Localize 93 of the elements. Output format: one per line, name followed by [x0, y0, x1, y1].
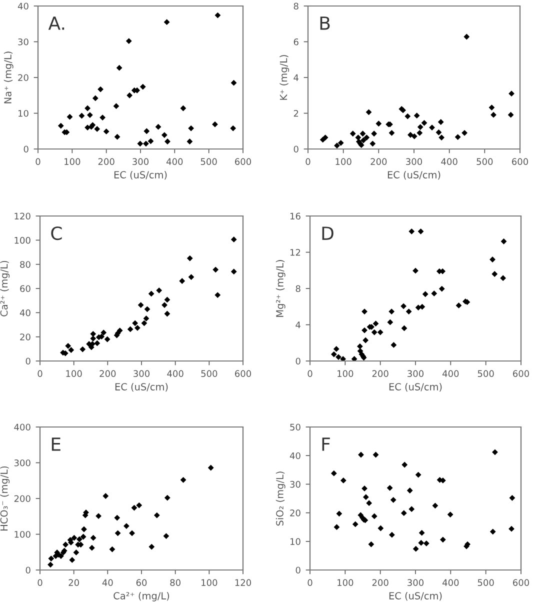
- x-axis-title: EC (uS/cm): [389, 382, 442, 392]
- y-tick-label: 60: [20, 285, 30, 292]
- x-axis-title: Ca²⁺ (mg/L): [114, 592, 170, 602]
- y-tick-label: 50: [290, 424, 300, 431]
- y-tick-label: 120: [14, 212, 30, 220]
- x-tick-label: 100: [66, 370, 82, 378]
- y-axis-title: K⁺ (mg/L): [280, 55, 290, 100]
- x-tick-label: 20: [68, 579, 79, 586]
- x-tick-label: 100: [202, 579, 218, 586]
- y-axis-title: Ca²⁺ (mg/L): [0, 260, 10, 316]
- annotation: A.: [48, 16, 64, 30]
- x-tick-label: 120: [235, 579, 252, 586]
- y-tick-label: 100: [14, 530, 30, 538]
- x-axis-title: EC (uS/cm): [388, 170, 440, 180]
- annotation: B: [320, 16, 330, 30]
- x-tick-label: 0: [38, 579, 42, 586]
- x-tick-label: 100: [338, 579, 354, 586]
- y-tick-label: 2: [294, 110, 298, 117]
- x-tick-label: 600: [512, 158, 528, 166]
- x-tick-label: 600: [513, 579, 530, 586]
- x-tick-label: 0: [306, 158, 310, 166]
- y-tick-label: 16: [290, 212, 300, 220]
- y-tick-label: 300: [14, 459, 30, 466]
- x-tick-label: 0: [36, 158, 40, 166]
- x-tick-label: 200: [370, 158, 387, 166]
- y-tick-label: 80: [20, 261, 30, 268]
- x-tick-label: 0: [308, 579, 312, 586]
- y-tick-label: 0: [26, 566, 30, 574]
- y-tick-label: 0: [24, 146, 28, 153]
- x-tick-label: 0: [38, 370, 42, 378]
- x-tick-label: 200: [372, 579, 388, 586]
- x-tick-label: 500: [478, 579, 494, 586]
- x-tick-label: 200: [98, 158, 114, 166]
- y-tick-label: 10: [290, 538, 300, 545]
- y-tick-label: 20: [18, 74, 28, 82]
- y-tick-label: 6: [294, 38, 298, 46]
- y-tick-label: 200: [14, 495, 30, 502]
- x-tick-label: 500: [476, 158, 493, 166]
- x-tick-label: 60: [136, 579, 147, 586]
- y-tick-label: 0: [296, 358, 300, 365]
- y-tick-label: 8: [296, 285, 300, 292]
- y-tick-label: 400: [14, 424, 30, 431]
- x-tick-label: 200: [100, 370, 116, 378]
- y-axis-title: Na⁺ (mg/L): [4, 52, 14, 104]
- y-tick-label: 40: [290, 452, 300, 460]
- x-tick-label: 300: [408, 579, 424, 586]
- x-tick-label: 100: [336, 158, 352, 166]
- x-tick-label: 0: [308, 370, 312, 378]
- x-axis-title: EC (uS/cm): [114, 170, 167, 180]
- annotation: C: [51, 226, 62, 240]
- y-tick-label: 8: [294, 2, 298, 10]
- y-axis-title: Mg²⁺ (mg/L): [276, 260, 286, 317]
- annotation: E: [52, 438, 60, 451]
- x-tick-label: 600: [235, 370, 252, 378]
- x-tick-label: 300: [134, 370, 150, 378]
- y-tick-label: 40: [18, 2, 28, 10]
- y-axis-title: SiO₂ (mg/L): [276, 472, 286, 526]
- x-tick-label: 600: [235, 158, 252, 166]
- y-tick-label: 20: [20, 334, 30, 340]
- annotation: F: [322, 438, 330, 451]
- y-tick-label: 0: [294, 146, 298, 153]
- x-tick-label: 400: [166, 158, 183, 166]
- y-tick-label: 40: [20, 309, 30, 316]
- x-tick-label: 100: [338, 370, 354, 378]
- y-tick-label: 30: [290, 480, 300, 488]
- x-tick-label: 300: [408, 370, 424, 378]
- y-tick-label: 10: [18, 110, 28, 117]
- y-tick-label: 12: [290, 248, 300, 256]
- x-tick-label: 400: [441, 158, 458, 166]
- y-axis-title: HCO₃⁻ (mg/L): [0, 466, 10, 530]
- y-tick-label: 4: [294, 74, 298, 81]
- x-tick-label: 400: [442, 579, 459, 586]
- x-axis-title: EC (uS/cm): [389, 592, 442, 601]
- y-tick-label: 20: [290, 510, 300, 516]
- x-tick-label: 600: [513, 370, 530, 378]
- x-axis-title: EC (uS/cm): [115, 382, 168, 392]
- y-tick-label: 100: [14, 236, 30, 244]
- x-tick-label: 40: [102, 579, 113, 586]
- x-tick-label: 500: [200, 158, 217, 166]
- x-tick-label: 500: [478, 370, 494, 378]
- x-tick-label: 80: [170, 579, 180, 586]
- annotation: D: [322, 226, 334, 240]
- x-tick-label: 100: [64, 158, 80, 166]
- y-tick-label: 0: [296, 566, 300, 574]
- y-tick-label: 30: [18, 38, 28, 46]
- x-tick-label: 300: [406, 158, 422, 166]
- x-tick-label: 200: [372, 370, 388, 378]
- x-tick-label: 500: [201, 370, 218, 378]
- x-tick-label: 400: [167, 370, 184, 378]
- x-tick-label: 400: [442, 370, 459, 378]
- y-tick-label: 4: [296, 322, 300, 328]
- y-tick-label: 0: [26, 358, 30, 365]
- x-tick-label: 300: [132, 158, 149, 166]
